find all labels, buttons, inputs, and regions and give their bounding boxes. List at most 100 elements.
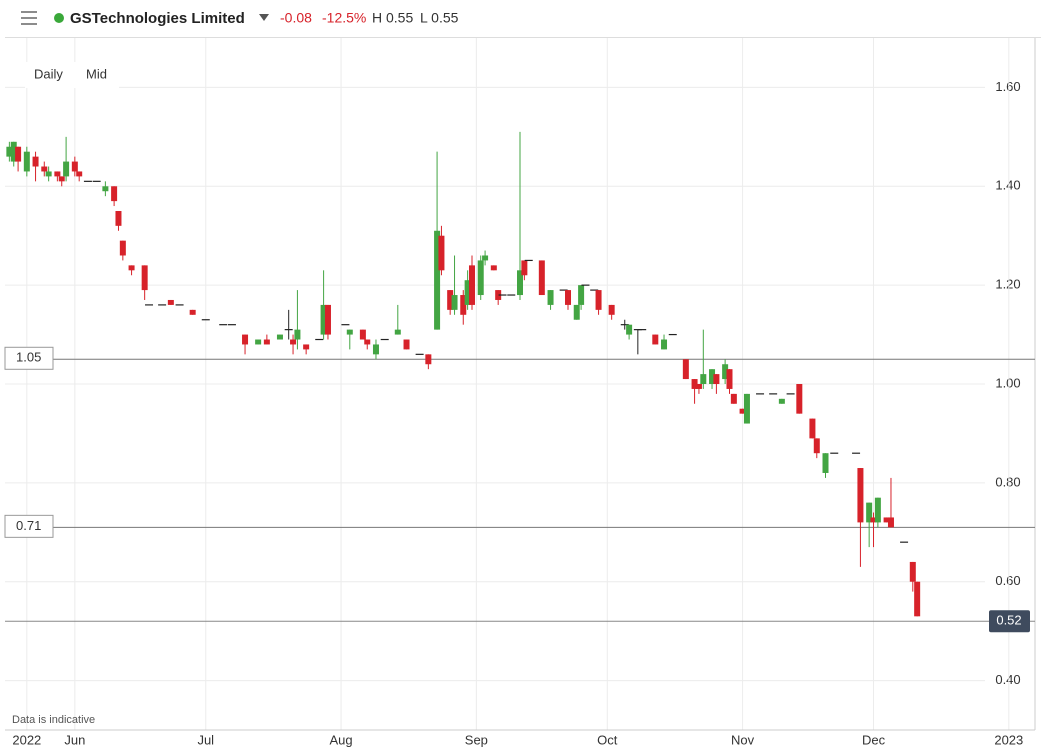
y-tick-label: 1.60 (995, 79, 1020, 94)
candle-body (595, 290, 602, 310)
candle-body (490, 265, 497, 271)
candle-body (276, 334, 283, 340)
interval-button[interactable]: Daily (34, 66, 63, 81)
candle-body (447, 290, 454, 310)
candle-body (403, 339, 410, 350)
candle-body (102, 186, 109, 192)
price-change-pct: -12.5% (322, 10, 366, 26)
candle-body (119, 240, 126, 256)
candle-body (346, 329, 353, 335)
candle-body (883, 517, 890, 523)
candle-body (460, 295, 467, 315)
candle-body (167, 299, 174, 305)
instrument-title: GSTechnologies Limited (70, 10, 245, 27)
x-tick-label: 2022 (12, 732, 41, 747)
candle-body (54, 171, 61, 177)
y-tick-label: 1.40 (995, 178, 1020, 193)
candle-body (6, 146, 13, 157)
candle-body (739, 408, 746, 414)
candle-body (394, 329, 401, 335)
candle-body (141, 265, 148, 291)
day-high: H 0.55 (372, 10, 413, 26)
candle-body (857, 468, 864, 523)
x-tick-label: Jul (197, 732, 214, 747)
candle-body (438, 235, 445, 271)
candle-body (115, 211, 122, 226)
candle-body (189, 309, 196, 315)
candle-body (813, 438, 820, 454)
price-type-button[interactable]: Mid (86, 66, 107, 81)
price-line-label: 1.05 (16, 350, 41, 365)
candle-body (482, 255, 489, 261)
candle-body (263, 339, 270, 345)
price-line-label: 0.71 (16, 518, 41, 533)
candle-body (887, 517, 894, 528)
candle-body (71, 161, 78, 172)
y-tick-label: 1.00 (995, 375, 1020, 390)
candle-body (255, 339, 262, 345)
x-tick-label: Nov (731, 732, 755, 747)
dropdown-caret[interactable] (259, 14, 269, 21)
candle-body (294, 329, 301, 340)
candle-body (111, 186, 118, 202)
candle-body (425, 354, 432, 365)
candle-body (434, 230, 441, 330)
candle-body (290, 339, 297, 345)
candle-body (76, 171, 83, 177)
candle-body (626, 324, 633, 335)
candle-body (128, 265, 135, 271)
x-tick-label: Dec (862, 732, 886, 747)
candle-body (730, 393, 737, 404)
menu-icon[interactable] (21, 11, 37, 25)
candle-body (517, 270, 523, 296)
y-tick-label: 0.60 (995, 573, 1020, 588)
candle-body (874, 497, 881, 523)
candle-body (23, 151, 30, 172)
candle-body (468, 265, 475, 305)
candle-body (538, 260, 545, 296)
candle-body (909, 561, 916, 582)
candle-body (796, 384, 803, 414)
candle-body (713, 374, 720, 384)
candle-body (10, 141, 17, 162)
price-line-label-box (4, 346, 54, 370)
candle-body (521, 260, 528, 276)
x-tick-label: Sep (465, 732, 488, 747)
candle-body (652, 334, 659, 345)
candle-body (722, 364, 729, 380)
candle-body (709, 369, 716, 384)
disclaimer: Data is indicative (12, 714, 95, 726)
x-tick-label: 2023 (994, 732, 1023, 747)
y-tick-label: 1.20 (995, 277, 1020, 292)
candle-body (359, 329, 366, 340)
candle-body (866, 502, 873, 523)
candle-body (700, 374, 707, 384)
x-tick-label: Jun (64, 732, 85, 747)
candle-body (303, 344, 310, 350)
candle-body (743, 393, 750, 424)
candle-body (778, 398, 785, 404)
candle-body (695, 384, 702, 389)
candle-body (914, 581, 921, 617)
day-low: L 0.55 (420, 10, 459, 26)
candle-body (691, 379, 698, 389)
candle-body (870, 517, 877, 523)
x-tick-label: Aug (329, 732, 352, 747)
candle-body (822, 453, 829, 473)
candle-body (41, 166, 48, 172)
interval-bar (25, 62, 119, 88)
price-change: -0.08 (280, 10, 312, 26)
candle-body (547, 290, 554, 305)
candle-body (45, 171, 52, 177)
candle-body (372, 344, 379, 355)
candle-body (324, 304, 331, 335)
y-tick-label: 0.40 (995, 672, 1020, 687)
last-price-badge (989, 610, 1030, 633)
price-line-label-box (4, 514, 54, 538)
candle-body (726, 369, 733, 389)
candle-body (32, 156, 39, 167)
candle-body (477, 260, 484, 296)
candle-body (320, 304, 327, 335)
